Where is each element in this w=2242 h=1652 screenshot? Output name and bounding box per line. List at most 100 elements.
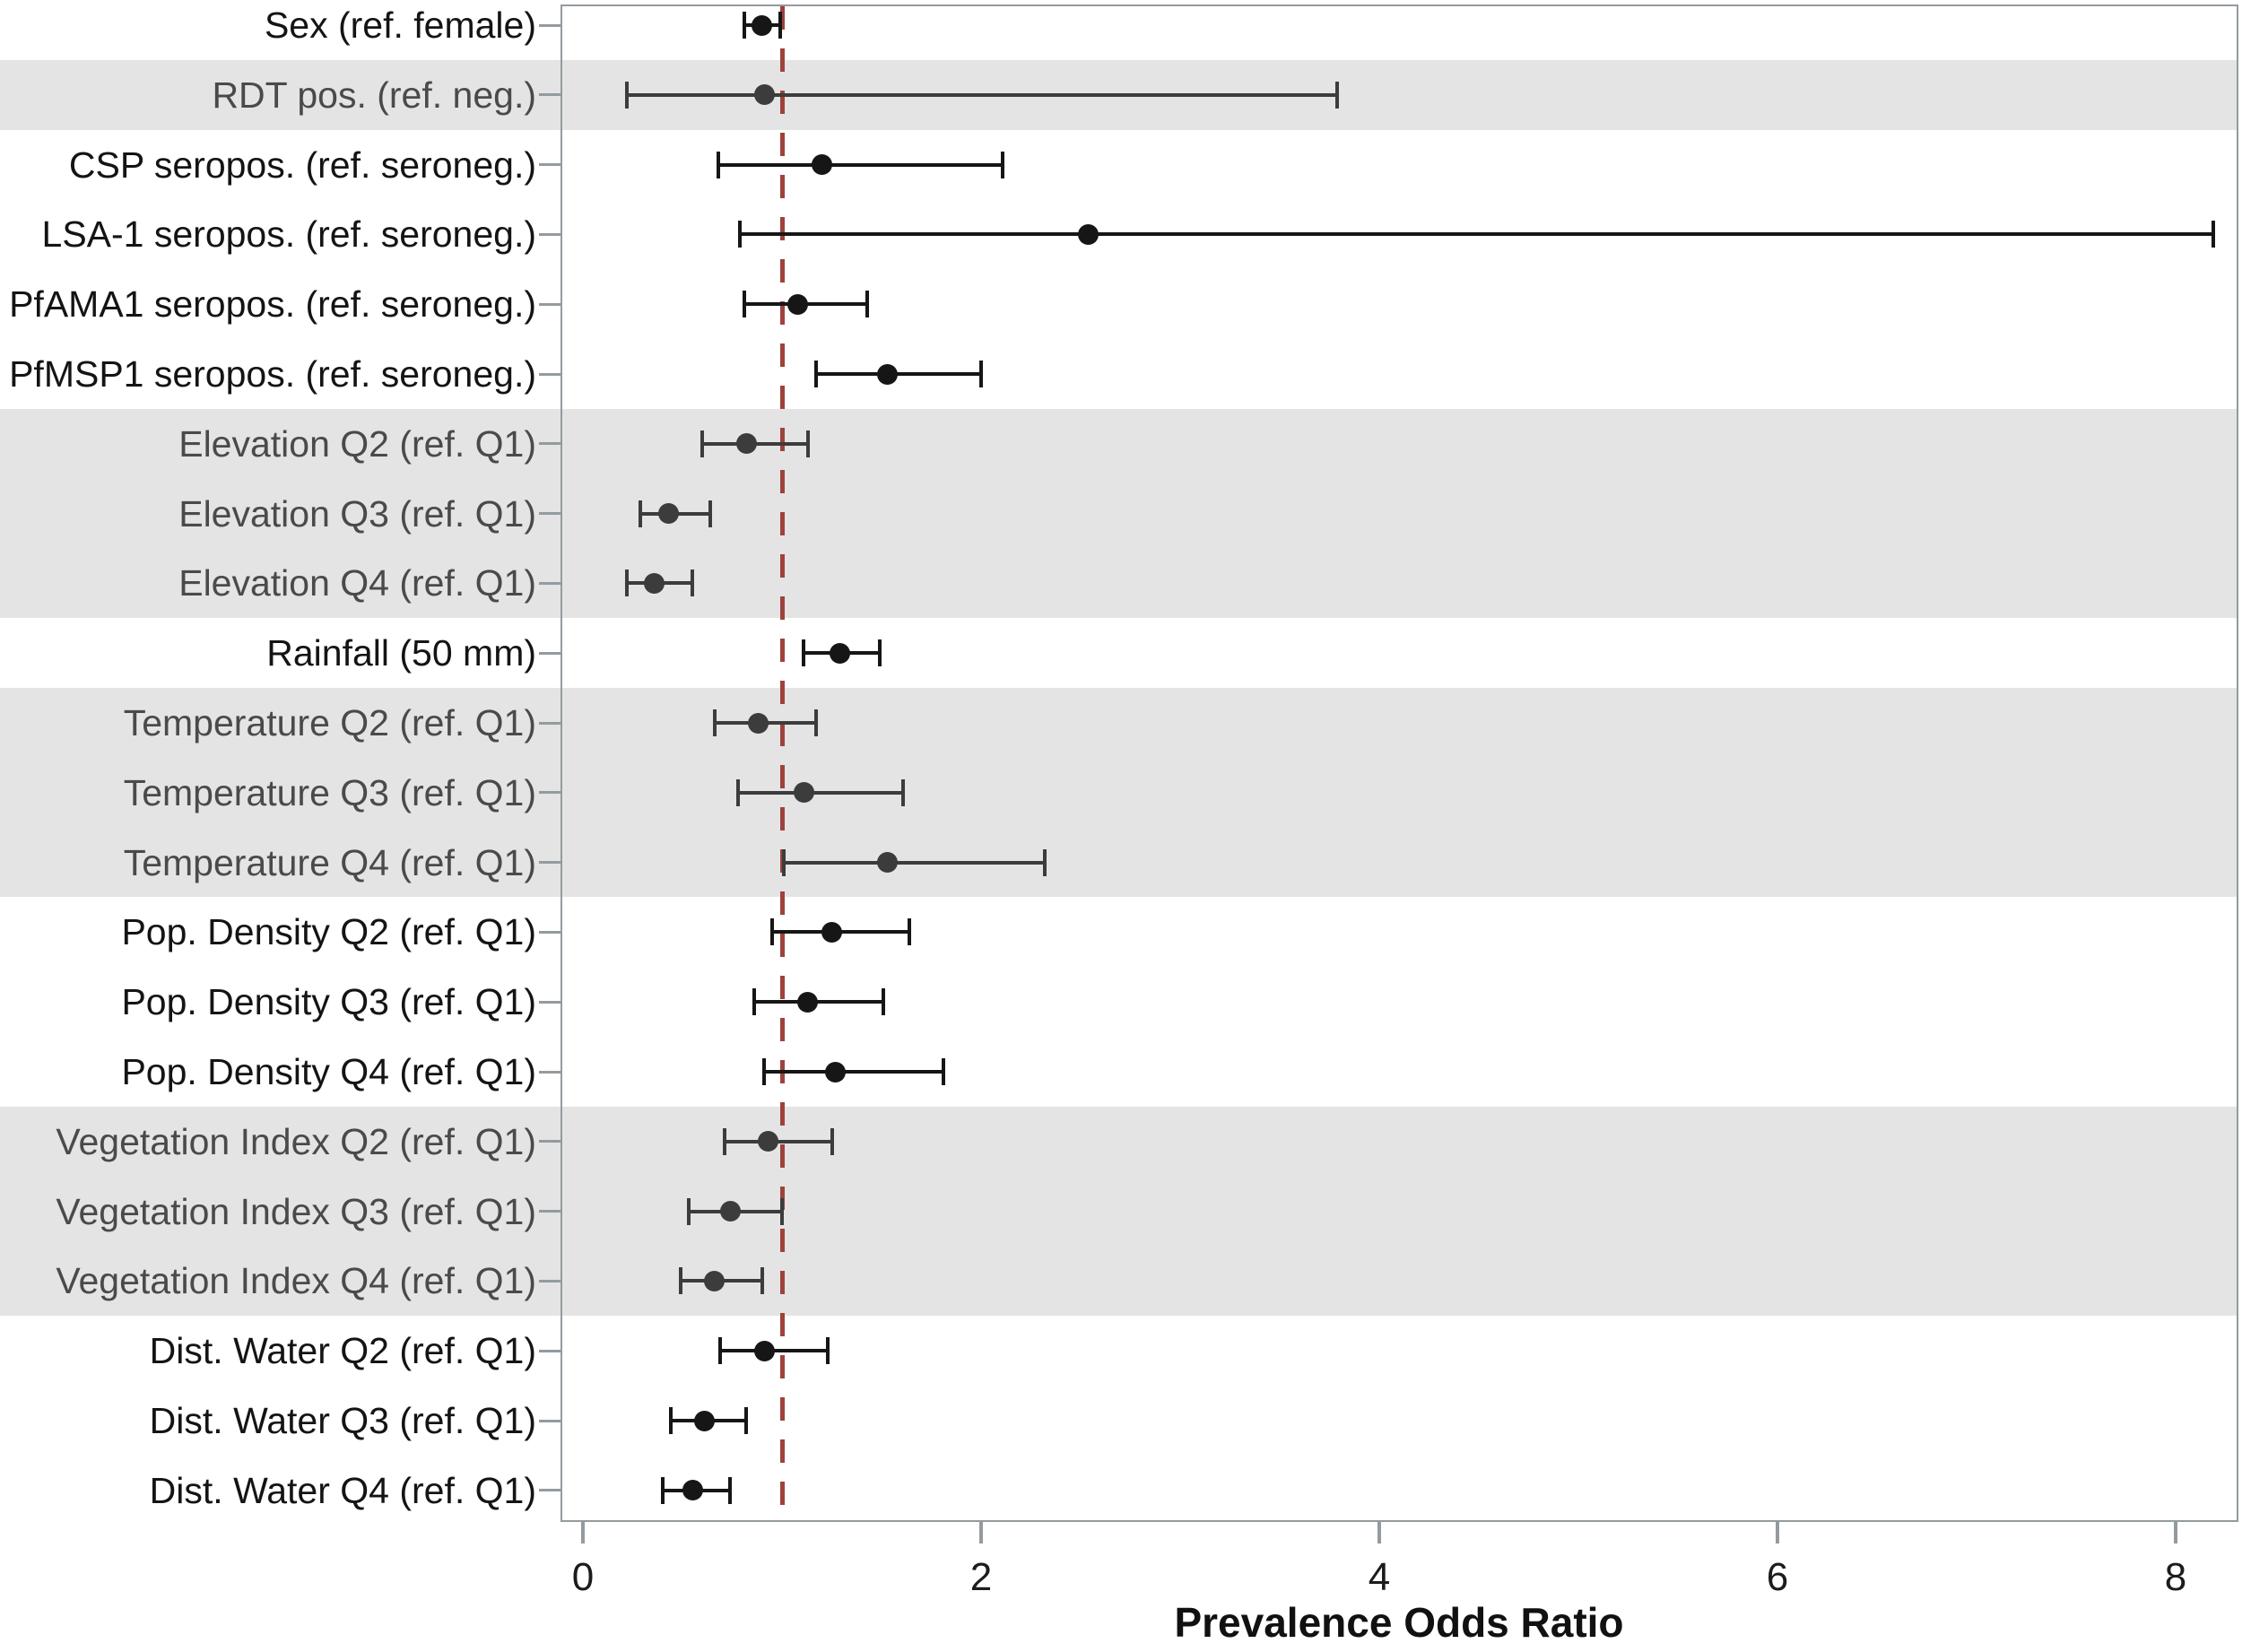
ci-cap-low — [660, 1476, 665, 1504]
ci-cap-high — [979, 361, 983, 387]
row-label: Temperature Q4 (ref. Q1) — [123, 841, 536, 883]
y-axis-tick — [539, 1349, 560, 1352]
point-estimate-marker — [877, 363, 899, 385]
x-tick-label: 0 — [571, 1555, 595, 1599]
ci-cap-high — [865, 291, 870, 318]
row-label: PfMSP1 seropos. (ref. seroneg.) — [9, 353, 536, 395]
ci-cap-high — [877, 639, 882, 667]
ci-cap-high — [744, 1407, 749, 1434]
point-estimate-marker — [793, 782, 814, 804]
x-axis-tick — [581, 1522, 585, 1543]
row-label: Elevation Q4 (ref. Q1) — [178, 562, 536, 604]
row-label: Elevation Q3 (ref. Q1) — [178, 492, 536, 535]
y-axis-tick — [539, 1419, 560, 1422]
y-axis-tick — [539, 302, 560, 306]
ci-cap-low — [639, 500, 643, 527]
ci-line — [626, 92, 1338, 97]
ci-cap-low — [769, 918, 774, 946]
y-axis-tick — [539, 1210, 560, 1213]
ci-cap-low — [668, 1407, 673, 1434]
ci-cap-low — [752, 988, 756, 1016]
y-axis-tick — [539, 512, 560, 516]
row-label: PfAMA1 seropos. (ref. seroneg.) — [9, 283, 536, 326]
row-label: LSA-1 seropos. (ref. seroneg.) — [41, 213, 536, 256]
ci-cap-high — [760, 1267, 764, 1295]
y-axis-tick — [539, 581, 560, 585]
y-axis-tick — [539, 442, 560, 446]
ci-cap-low — [738, 221, 743, 248]
ci-cap-high — [778, 12, 782, 39]
ci-cap-high — [1043, 848, 1047, 876]
ci-cap-high — [1335, 81, 1340, 109]
row-label: Dist. Water Q2 (ref. Q1) — [149, 1330, 536, 1372]
y-axis-tick — [539, 930, 560, 934]
ci-cap-low — [712, 709, 717, 736]
ci-cap-high — [805, 430, 810, 457]
y-axis-tick — [539, 791, 560, 795]
y-axis-tick — [539, 1279, 560, 1282]
row-label: CSP seropos. (ref. seroneg.) — [68, 143, 536, 186]
row-label: Pop. Density Q2 (ref. Q1) — [121, 911, 536, 953]
point-estimate-marker — [753, 1340, 775, 1361]
y-axis-tick — [539, 861, 560, 865]
ci-cap-high — [2212, 221, 2216, 248]
point-estimate-marker — [829, 642, 850, 664]
y-axis-tick — [539, 1140, 560, 1143]
point-estimate-marker — [821, 921, 842, 943]
row-label: Vegetation Index Q3 (ref. Q1) — [56, 1190, 536, 1232]
ci-line — [784, 860, 1046, 865]
ci-cap-low — [782, 848, 786, 876]
y-axis-tick — [539, 372, 560, 376]
ci-line — [740, 232, 2214, 237]
ci-cap-low — [624, 81, 629, 109]
row-label: Vegetation Index Q4 (ref. Q1) — [56, 1260, 536, 1302]
ci-cap-high — [708, 500, 713, 527]
point-estimate-marker — [747, 712, 769, 734]
ci-cap-low — [624, 570, 629, 597]
group-shading-band — [0, 408, 2238, 619]
ci-line — [738, 790, 904, 795]
plot-area — [560, 4, 2238, 1522]
reference-line — [779, 6, 785, 1520]
ci-cap-low — [742, 291, 746, 318]
ci-cap-low — [722, 1127, 726, 1155]
point-estimate-marker — [797, 991, 819, 1013]
y-axis-tick — [539, 232, 560, 236]
ci-cap-low — [716, 151, 720, 178]
x-tick-label: 6 — [1766, 1555, 1789, 1599]
point-estimate-marker — [787, 293, 809, 315]
point-estimate-marker — [752, 14, 773, 36]
ci-cap-low — [686, 1197, 691, 1225]
y-axis-tick — [539, 93, 560, 97]
point-estimate-marker — [735, 433, 757, 455]
y-axis-tick — [539, 1489, 560, 1492]
row-label: Pop. Density Q4 (ref. Q1) — [121, 1051, 536, 1092]
ci-cap-high — [830, 1127, 834, 1155]
row-label: Temperature Q2 (ref. Q1) — [123, 702, 536, 743]
point-estimate-marker — [757, 1131, 778, 1152]
y-axis-tick — [539, 721, 560, 725]
row-label: Dist. Water Q4 (ref. Q1) — [149, 1469, 536, 1511]
y-axis-tick — [539, 23, 560, 27]
point-estimate-marker — [877, 852, 899, 874]
ci-cap-low — [762, 1058, 767, 1085]
ci-cap-low — [813, 361, 818, 387]
row-label: RDT pos. (ref. neg.) — [212, 74, 536, 116]
ci-cap-high — [691, 570, 695, 597]
row-label: Elevation Q2 (ref. Q1) — [178, 422, 536, 465]
x-axis-tick — [2174, 1522, 2177, 1543]
ci-cap-low — [742, 12, 746, 39]
x-axis-tick — [979, 1522, 983, 1543]
y-axis-tick — [539, 1000, 560, 1004]
ci-cap-low — [700, 430, 705, 457]
point-estimate-marker — [644, 572, 665, 594]
group-shading-band — [0, 1106, 2238, 1317]
x-tick-label: 2 — [969, 1555, 993, 1599]
ci-cap-high — [941, 1058, 945, 1085]
row-label: Dist. Water Q3 (ref. Q1) — [149, 1400, 536, 1441]
y-axis-tick — [539, 651, 560, 655]
ci-cap-low — [736, 778, 741, 806]
ci-line — [717, 162, 1004, 167]
ci-cap-high — [826, 1337, 830, 1365]
